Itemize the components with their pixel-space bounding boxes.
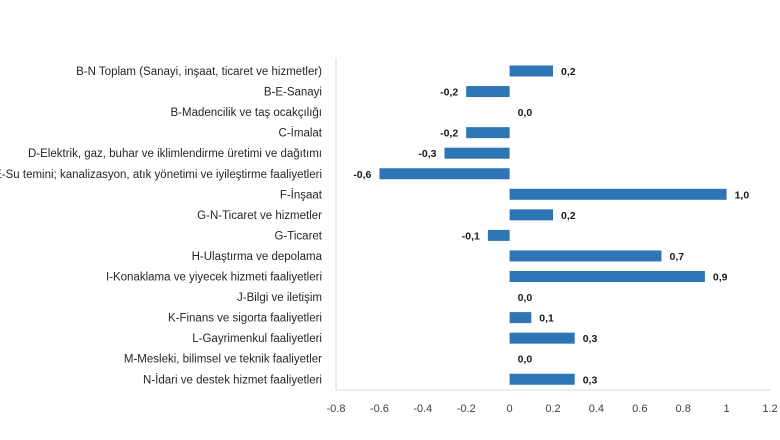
x-tick-labels-layer: -0.8 -0.6 -0.4 -0.2 0 0.2 0.4 0.6 0.8 1 1.2 — [327, 403, 778, 415]
data-label: 0,2 — [561, 66, 576, 78]
category-label: G-N-Ticaret ve hizmetler — [197, 210, 322, 222]
data-label: 0,0 — [518, 292, 533, 304]
data-label: 1,0 — [735, 189, 750, 201]
x-tick-label: -0.4 — [413, 403, 432, 415]
data-label: -0,6 — [353, 169, 371, 181]
data-label: -0,1 — [462, 230, 480, 242]
data-label: 0,3 — [583, 374, 598, 386]
category-labels-layer: B-N Toplam (Sanayi, inşaat, ticaret ve h… — [0, 66, 323, 386]
category-label: I-Konaklama ve yiyecek hizmeti faaliyetl… — [106, 272, 322, 284]
category-label: J-Bilgi ve iletişim — [237, 292, 322, 304]
x-tick-label: 0 — [507, 403, 513, 415]
x-tick-label: 0.2 — [545, 403, 560, 415]
bar — [509, 312, 532, 324]
bar — [466, 127, 510, 139]
bars-layer — [379, 65, 727, 385]
x-tick-label: 0.8 — [676, 403, 691, 415]
category-label: M-Mesleki, bilimsel ve teknik faaliyetle… — [124, 354, 322, 366]
data-label: 0,2 — [561, 210, 576, 222]
category-label: B-N Toplam (Sanayi, inşaat, ticaret ve h… — [76, 66, 322, 78]
bar — [509, 65, 553, 77]
bar — [509, 250, 662, 262]
bar — [487, 229, 510, 241]
data-label: -0,3 — [418, 148, 436, 160]
data-label: -0,2 — [440, 87, 458, 99]
x-tick-label: 1 — [724, 403, 730, 415]
category-label: K-Finans ve sigorta faaliyetleri — [168, 313, 322, 325]
x-tick-label: -0.6 — [370, 403, 389, 415]
bar — [379, 168, 510, 180]
data-label: 0,0 — [518, 107, 533, 119]
category-label: B-E-Sanayi — [264, 87, 322, 99]
bar — [509, 209, 553, 221]
data-label: 0,1 — [539, 313, 554, 325]
category-label: C-İmalat — [279, 127, 323, 140]
category-label: G-Ticaret — [275, 230, 323, 242]
bar — [509, 332, 575, 344]
category-label: D-Elektrik, gaz, buhar ve iklimlendirme … — [28, 148, 322, 160]
data-label: 0,3 — [583, 333, 598, 345]
category-label: B-Madencilik ve taş ocakçılığı — [171, 107, 322, 119]
category-label: E-Su temini; kanalizasyon, atık yönetimi… — [0, 169, 322, 181]
category-label: F-İnşaat — [280, 188, 323, 201]
category-label: H-Ulaştırma ve depolama — [192, 251, 323, 263]
bar — [466, 86, 510, 98]
bar — [509, 373, 575, 385]
axes-layer — [335, 58, 770, 391]
data-labels-layer: 0,2 -0,2 0,0 -0,2 -0,3 -0,6 1,0 0,2 -0,1 0,7 0,9 0,… — [353, 66, 749, 386]
data-label: 0,0 — [518, 354, 533, 366]
x-tick-label: 0.4 — [589, 403, 604, 415]
data-label: 0,7 — [670, 251, 685, 263]
data-label: 0,9 — [713, 272, 728, 284]
data-label: -0,2 — [440, 128, 458, 140]
x-tick-label: 0.6 — [632, 403, 647, 415]
category-label: L-Gayrimenkul faaliyetleri — [192, 333, 322, 345]
bar — [444, 147, 510, 159]
bar — [509, 188, 727, 200]
x-tick-label: 1.2 — [762, 403, 777, 415]
bar — [509, 271, 705, 282]
category-label: N-İdari ve destek hizmet faaliyetleri — [143, 373, 322, 386]
x-tick-label: -0.2 — [457, 403, 476, 415]
x-tick-label: -0.8 — [327, 403, 346, 415]
